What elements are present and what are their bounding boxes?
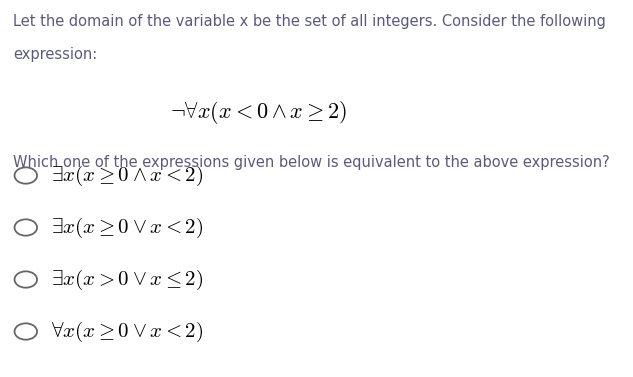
Text: $\exists x(x \geq 0 \vee x < 2)$: $\exists x(x \geq 0 \vee x < 2)$: [51, 215, 204, 239]
Text: $\neg\forall x(x < 0 \wedge x \geq 2)$: $\neg\forall x(x < 0 \wedge x \geq 2)$: [170, 100, 347, 126]
Text: Let the domain of the variable x be the set of all integers. Consider the follow: Let the domain of the variable x be the …: [13, 14, 606, 29]
Text: expression:: expression:: [13, 48, 97, 62]
Text: Which one of the expressions given below is equivalent to the above expression?: Which one of the expressions given below…: [13, 155, 610, 170]
Text: $\exists x(x \geq 0 \wedge x < 2)$: $\exists x(x \geq 0 \wedge x < 2)$: [51, 164, 204, 188]
Text: $\forall x(x \geq 0 \vee x < 2)$: $\forall x(x \geq 0 \vee x < 2)$: [51, 319, 204, 343]
Text: $\exists x(x > 0 \vee x \leq 2)$: $\exists x(x > 0 \vee x \leq 2)$: [51, 267, 204, 291]
